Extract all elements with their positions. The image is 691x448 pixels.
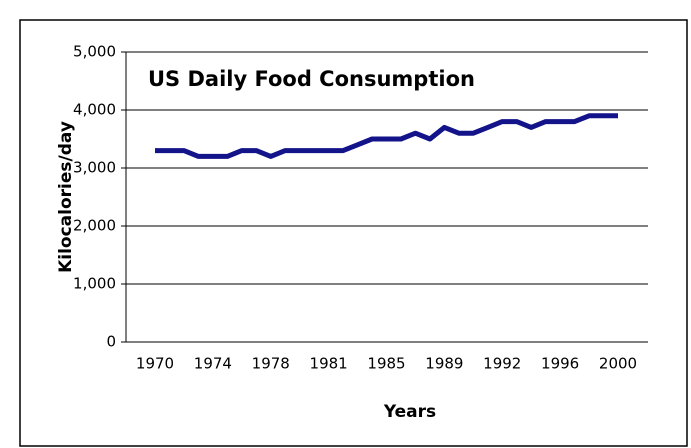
data-line	[155, 113, 618, 159]
y-tick-label: 1,000	[73, 275, 116, 293]
chart-frame	[19, 19, 688, 447]
x-tick-label: 1981	[310, 355, 348, 373]
chart-title: US Daily Food Consumption	[148, 67, 475, 91]
x-tick-label: 1992	[483, 355, 521, 373]
y-axis-label: Kilocalories/day	[56, 121, 76, 273]
x-axis-label: Years	[383, 402, 436, 422]
x-tick-label: 1985	[367, 355, 405, 373]
x-tick-label: 1970	[136, 355, 174, 373]
x-tick-label: 1989	[425, 355, 463, 373]
x-tick-label: 2000	[599, 355, 637, 373]
y-tick-label: 3,000	[73, 159, 116, 177]
y-tick-label: 4,000	[73, 101, 116, 119]
y-tick-label: 0	[106, 333, 116, 351]
y-tick-label: 2,000	[73, 217, 116, 235]
x-tick-label: 1996	[541, 355, 579, 373]
y-tick-label: 5,000	[73, 43, 116, 61]
x-tick-label: 1974	[194, 355, 232, 373]
x-tick-label: 1978	[252, 355, 290, 373]
